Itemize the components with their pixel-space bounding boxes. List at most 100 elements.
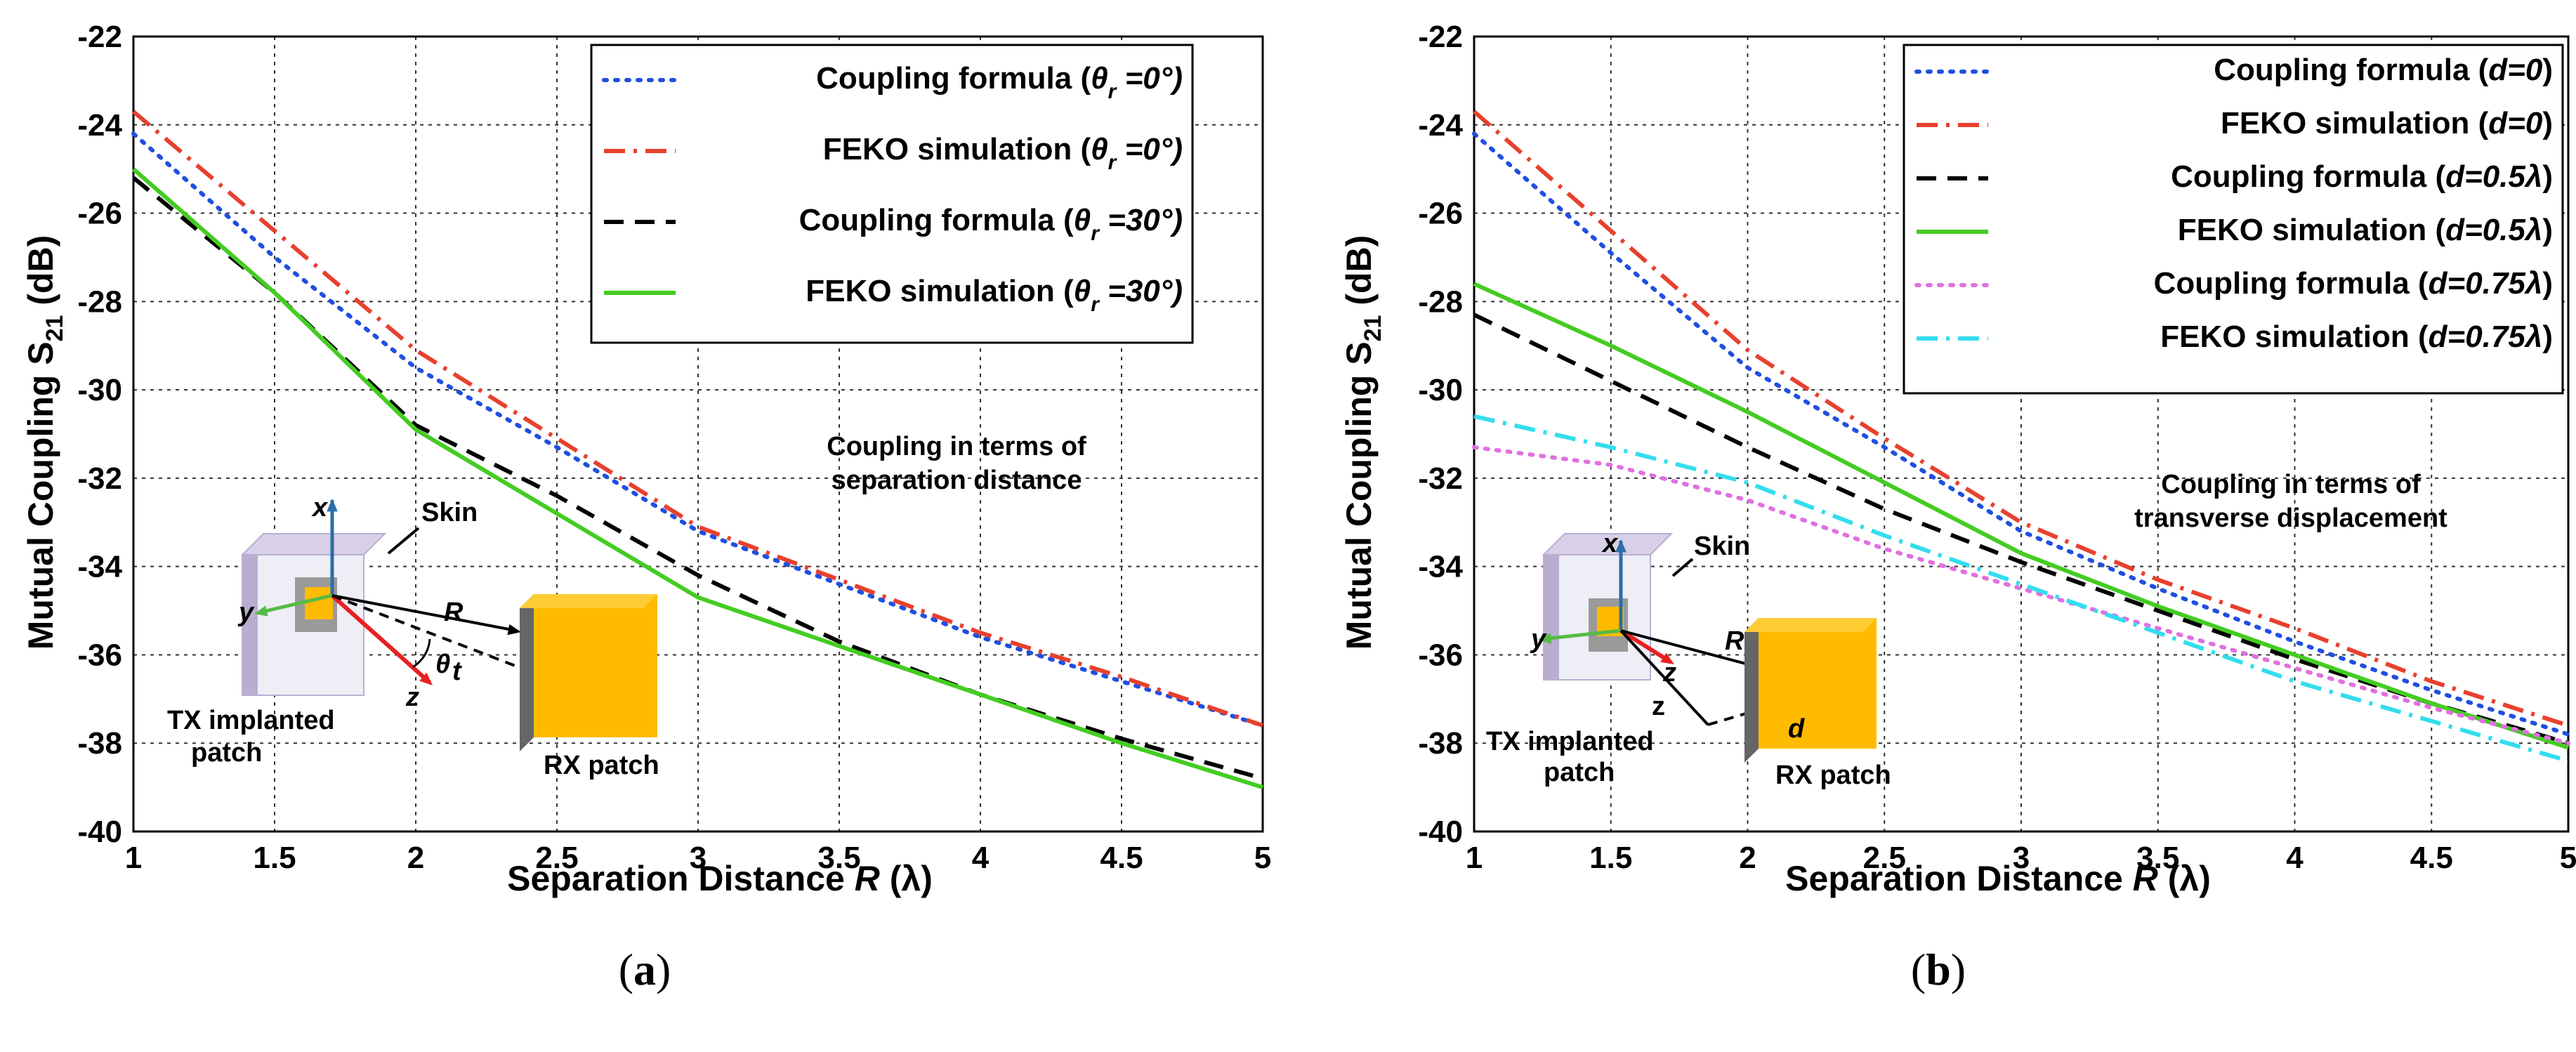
panel-a-legend-label-4: FEKO simulation (θr =30°): [806, 274, 1183, 316]
panel-b-series-6-line: [1473, 414, 2569, 763]
panel-a-inset-diagram: Skin x y z Rθ t TX implanted patch RX patch: [167, 493, 659, 780]
skin-pointer: [1671, 558, 1694, 577]
panel-b-y-tick-label: -30: [1418, 373, 1463, 407]
skin-layer-edge: [242, 555, 258, 695]
rx-patch-top: [520, 594, 657, 608]
tx-patch: [305, 587, 333, 619]
panel-a-series-1-line: [131, 131, 1265, 728]
panel-a-series-4-line: [132, 167, 1263, 789]
panel-a-annotation-line-2: separation distance: [832, 466, 1082, 495]
panel-a-x-tick-label: 1: [125, 841, 142, 875]
angle-arc: [412, 638, 431, 669]
inset-label-angle-sub: t: [452, 657, 462, 686]
z-axis-arrow: [331, 593, 431, 685]
rx-patch-top: [1744, 618, 1877, 632]
panel-b-series-2-line: [1473, 110, 2569, 728]
panel-a-x-tick-label: 2: [407, 841, 424, 875]
inset-label-y-axis: y: [1530, 624, 1547, 654]
panel-b-series-3-line: [1473, 313, 2569, 746]
inset-label-range: R: [1725, 626, 1744, 656]
panel-b-legend-label-3: Coupling formula (d=0.5λ): [2171, 159, 2553, 194]
chart-panel-a: Mutual Coupling S21 (dB) Separation Dist…: [21, 20, 1271, 994]
panel-b-y-tick-label: -36: [1418, 638, 1463, 672]
panel-a-y-tick-label: -28: [77, 284, 122, 319]
inset-label-z-axis: z: [1662, 658, 1676, 688]
panel-b-legend-label-2: FEKO simulation (d=0): [2221, 106, 2553, 140]
rx-patch-side: [1744, 618, 1759, 763]
panel-a-x-tick-label: 3: [690, 841, 707, 875]
panel-b-series-5-line: [1472, 445, 2570, 746]
rx-patch: [534, 594, 657, 737]
panel-a-legend-label-2: FEKO simulation (θr =0°): [823, 132, 1183, 174]
panel-a-x-tick-label: 2.5: [535, 841, 578, 875]
panel-b-series-4-line: [1473, 282, 2569, 750]
panel-b-y-tick-label: -28: [1418, 284, 1463, 319]
x-axis-arrowhead: [327, 499, 338, 512]
skin-layer-edge: [1544, 555, 1559, 680]
panel-a-annotation-line-1: Coupling in terms of: [827, 432, 1086, 461]
panel-b-caption: (b): [1911, 945, 1966, 994]
panel-a-legend-box: [590, 44, 1194, 344]
panel-a-axes-frame: [132, 35, 1264, 833]
rx-patch: [1759, 618, 1877, 749]
inset-label-y-axis: y: [237, 598, 255, 627]
panel-a-legend: Coupling formula (θr =0°) FEKO simulation…: [590, 44, 1194, 344]
inset-label-z-axis: z: [405, 683, 419, 712]
panel-b-legend: Coupling formula (d=0) FEKO simulation (d…: [1903, 44, 2564, 395]
y-axis-arrowhead: [254, 605, 268, 617]
panel-b-y-tick-label: -40: [1418, 815, 1463, 849]
panel-a-x-tick-label: 1.5: [253, 841, 296, 875]
inset-label-tx-line-1: TX implanted: [167, 706, 335, 735]
z-axis-arrowhead: [1660, 652, 1674, 664]
inset-label-skin: Skin: [421, 498, 478, 527]
panel-b-annotation-line-2: transverse displacement: [2134, 504, 2447, 533]
panel-b-legend-label-4: FEKO simulation (d=0.5λ): [2178, 213, 2553, 247]
inset-label-d: d: [1788, 714, 1805, 744]
z-path-line: [1619, 629, 1709, 726]
panel-a-y-tick-label: -38: [77, 726, 122, 761]
range-arrowhead: [507, 624, 521, 636]
skin-pointer: [387, 527, 420, 555]
panel-b-x-tick-label: 5: [2560, 841, 2576, 875]
panel-a-caption: (a): [619, 945, 671, 994]
panel-b-y-tick-label: -24: [1418, 108, 1463, 143]
inset-label-z-path: z: [1652, 692, 1665, 721]
panel-b-x-tick-label: 4.5: [2410, 841, 2453, 875]
panel-b-x-tick-label: 4: [2286, 841, 2304, 875]
inset-label-tx-line-2: patch: [1544, 758, 1615, 787]
panel-b-y-tick-label: -26: [1418, 197, 1463, 231]
panel-b-x-tick-label: 2: [1739, 841, 1756, 875]
panel-b-x-tick-label: 2.5: [1863, 841, 1906, 875]
panel-a-x-axis-label: Separation Distance R (λ): [507, 859, 933, 898]
panel-b-annotation-line-1: Coupling in terms of: [2161, 470, 2421, 499]
panel-b-legend-label-5: Coupling formula (d=0.75λ): [2154, 266, 2553, 301]
panel-b-y-tick-label: -32: [1418, 461, 1463, 496]
panel-a-x-tick-label: 3.5: [817, 841, 860, 875]
panel-a-y-axis-label: Mutual Coupling S21 (dB): [21, 235, 68, 650]
chart-panel-b: Mutual Coupling S21 (dB) Separation Dist…: [1339, 20, 2576, 994]
panel-b-x-tick-label: 1.5: [1589, 841, 1632, 875]
panel-b-x-tick-label: 3.5: [2136, 841, 2179, 875]
inset-label-range: R: [444, 598, 464, 627]
panel-b-legend-label-6: FEKO simulation (d=0.75λ): [2160, 320, 2553, 354]
panel-b-x-tick-label: 3: [2013, 841, 2030, 875]
y-axis-arrow: [1542, 629, 1622, 641]
inset-label-tx-line-1: TX implanted: [1486, 727, 1654, 756]
panel-b-legend-label-1: Coupling formula (d=0): [2214, 53, 2553, 87]
inset-label-tx-line-2: patch: [191, 738, 262, 768]
y-axis-arrowhead: [1538, 633, 1552, 644]
z-axis-arrowhead: [419, 672, 433, 685]
panel-a-legend-label-1: Coupling formula (θr =0°): [816, 61, 1183, 103]
panel-a-legend-label-3: Coupling formula (θr =30°): [799, 203, 1183, 245]
inset-label-x-axis: x: [311, 493, 329, 522]
x-axis-arrowhead: [1615, 539, 1627, 553]
panel-b-series-1-line: [1472, 131, 2570, 737]
panel-a-x-tick-label: 4.5: [1100, 841, 1143, 875]
panel-b-legend-box: [1903, 44, 2564, 395]
panel-a-y-tick-label: -24: [77, 108, 122, 143]
panel-b-axes-frame: [1473, 35, 2570, 833]
panel-b-y-tick-label: -38: [1418, 726, 1463, 761]
panel-a-y-tick-label: -34: [77, 550, 122, 584]
